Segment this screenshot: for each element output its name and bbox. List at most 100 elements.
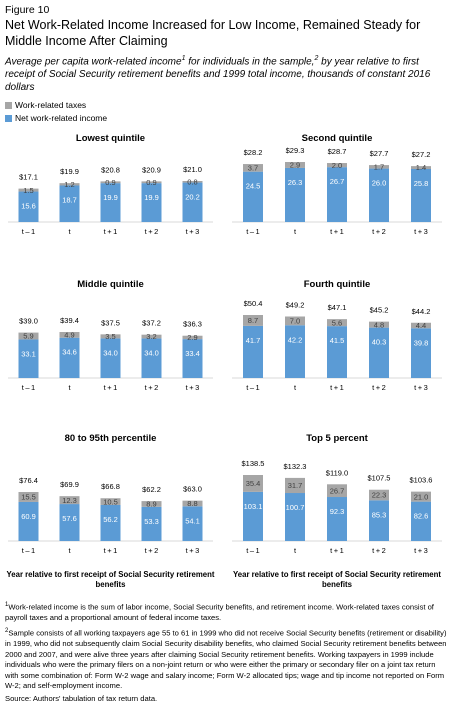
x-tick-label: t (68, 546, 71, 555)
data-label-total: $69.9 (60, 480, 79, 489)
data-label-net: 103.1 (244, 502, 263, 511)
chart-panel-6: Top 5 percent 103.1 35.4 $138.5 t – 1 100.7 31… (232, 433, 442, 589)
chart-panel-4: Fourth quintile 41.7 8.7 $50.4 t – 1 42.2 7.0 $… (232, 279, 442, 392)
data-label-total: $29.3 (286, 146, 305, 155)
bar-taxes (327, 319, 347, 327)
x-tick-label: t + 2 (372, 546, 386, 555)
data-label-taxes: 0.9 (146, 178, 156, 187)
data-label-taxes: 8.7 (248, 316, 258, 325)
data-label-net: 85.3 (372, 510, 387, 519)
data-label-total: $27.2 (412, 150, 431, 159)
data-label-net: 34.0 (103, 348, 118, 357)
data-label-net: 82.6 (414, 512, 429, 521)
x-tick-label: t + 3 (414, 383, 428, 392)
bar-taxes (411, 491, 431, 502)
footnote-2: 2Sample consists of all working taxpayer… (5, 628, 447, 690)
bar-taxes (327, 484, 347, 498)
panel-title: Fourth quintile (304, 279, 371, 290)
data-label-taxes: 5.9 (23, 332, 33, 341)
bar-net (369, 327, 389, 378)
data-label-net: 33.1 (21, 349, 36, 358)
data-label-net: 24.5 (246, 182, 261, 191)
bar-net (141, 183, 162, 222)
bar-net (18, 339, 39, 378)
data-label-net: 53.3 (144, 517, 159, 526)
x-tick-label: t + 3 (186, 227, 200, 236)
bar-net (182, 339, 203, 378)
chart-panel-2: Second quintile 24.5 3.7 $28.2 t – 1 26.3 2.9 $… (232, 133, 442, 236)
footnotes: 1Work-related income is the sum of labor… (5, 600, 449, 708)
data-label-taxes: 10.5 (103, 497, 118, 506)
bar-net (369, 500, 389, 541)
bar-net (369, 168, 389, 222)
x-tick-label: t – 1 (246, 383, 259, 392)
bar-taxes (369, 165, 389, 169)
data-label-total: $50.4 (244, 299, 263, 308)
data-label-total: $19.9 (60, 167, 79, 176)
bar-taxes (369, 489, 389, 501)
data-label-taxes: 3.7 (248, 164, 258, 173)
source-note: Source: Authors' tabulation of tax retur… (5, 694, 158, 704)
data-label-net: 19.9 (103, 193, 118, 202)
bar-net (100, 183, 121, 222)
data-label-taxes: 4.8 (374, 320, 384, 329)
bar-taxes (182, 335, 203, 340)
data-label-net: 34.6 (62, 348, 77, 357)
bar-taxes (327, 163, 347, 168)
bar-taxes (100, 334, 121, 339)
x-tick-label: t + 2 (145, 546, 159, 555)
data-label-taxes: 15.5 (21, 493, 36, 502)
bar-taxes (411, 322, 431, 329)
data-label-taxes: 2.9 (187, 333, 197, 342)
x-tick-label: t – 1 (246, 546, 259, 555)
data-label-taxes: 21.0 (414, 492, 429, 501)
bar-taxes (243, 315, 263, 326)
bar-taxes (141, 501, 162, 507)
data-label-total: $44.2 (412, 307, 431, 316)
bar-taxes (285, 316, 305, 326)
data-label-total: $62.2 (142, 485, 161, 494)
bar-taxes (100, 181, 121, 184)
data-label-taxes: 26.7 (330, 486, 345, 495)
data-label-taxes: 31.7 (288, 481, 303, 490)
x-tick-label: t + 1 (104, 546, 118, 555)
data-label-net: 57.6 (62, 514, 77, 523)
bar-net (327, 326, 347, 378)
bar-taxes (182, 181, 203, 183)
data-label-total: $37.5 (101, 318, 120, 327)
data-label-taxes: 1.5 (23, 186, 33, 195)
x-tick-label: t + 1 (104, 227, 118, 236)
data-label-net: 41.5 (330, 336, 345, 345)
panel-title: 80 to 95th percentile (65, 433, 157, 444)
bar-taxes (182, 500, 203, 507)
data-label-net: 20.2 (185, 193, 200, 202)
x-tick-label: t + 1 (330, 546, 344, 555)
bar-taxes (243, 164, 263, 172)
bar-net (285, 493, 305, 541)
x-tick-label: t (68, 227, 71, 236)
bar-net (243, 171, 263, 222)
bar-taxes (243, 475, 263, 492)
data-label-net: 40.3 (372, 338, 387, 347)
footnote-1: 1Work-related income is the sum of labor… (5, 602, 434, 622)
data-label-total: $76.4 (19, 476, 38, 485)
data-label-taxes: 4.4 (416, 321, 426, 330)
bar-net (285, 325, 305, 378)
chart-panel-1: Lowest quintile 15.6 1.5 $17.1 t – 1 18.7 1.2 $… (8, 133, 213, 236)
data-label-total: $39.4 (60, 316, 79, 325)
x-axis-label-line2: benefits (96, 580, 127, 589)
data-label-total: $20.9 (142, 165, 161, 174)
x-tick-label: t – 1 (22, 383, 35, 392)
x-tick-label: t + 2 (145, 227, 159, 236)
data-label-total: $138.5 (242, 459, 265, 468)
data-label-net: 15.6 (21, 202, 36, 211)
legend-swatch-taxes (5, 101, 12, 109)
bar-net (59, 504, 80, 541)
x-tick-label: t + 3 (186, 546, 200, 555)
bar-net (59, 185, 80, 222)
x-axis-label-line2: benefits (322, 580, 353, 589)
data-label-total: $66.8 (101, 482, 120, 491)
legend-label-taxes: Work-related taxes (15, 100, 87, 110)
data-label-taxes: 12.3 (62, 496, 77, 505)
bar-taxes (285, 162, 305, 168)
